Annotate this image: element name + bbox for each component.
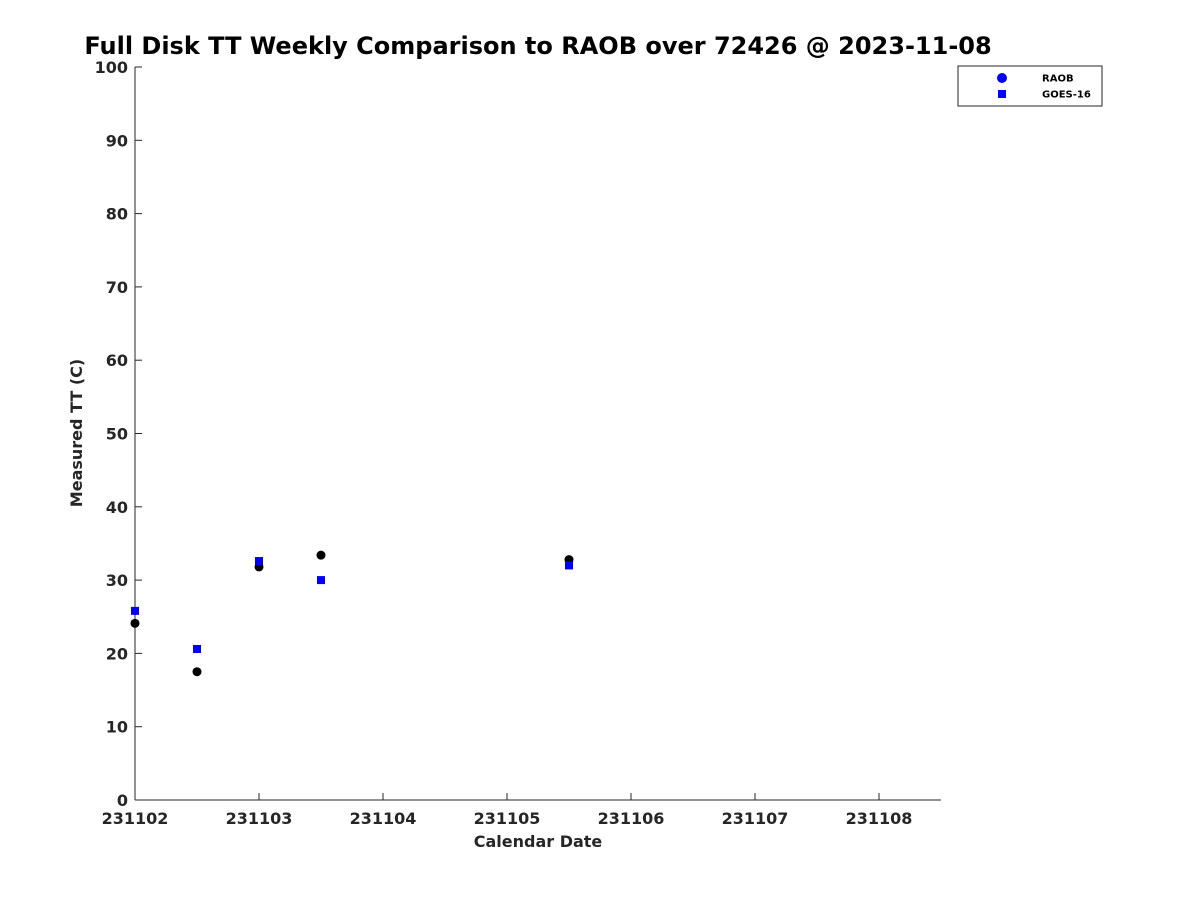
x-tick-label: 231104 — [350, 809, 417, 828]
y-tick-label: 90 — [106, 131, 128, 150]
y-tick-label: 50 — [106, 425, 128, 444]
y-tick-label: 100 — [95, 58, 128, 77]
y-tick-label: 20 — [106, 644, 128, 663]
x-axis-label: Calendar Date — [474, 832, 603, 851]
y-tick-label: 40 — [106, 498, 128, 517]
y-tick-label: 70 — [106, 278, 128, 297]
y-axis-label: Measured TT (C) — [67, 359, 86, 507]
y-tick-label: 0 — [117, 791, 128, 810]
goes16-point — [565, 561, 573, 570]
data-marks — [130, 550, 574, 677]
x-tick-label: 231103 — [226, 809, 293, 828]
raob-point — [130, 618, 140, 628]
y-tick-label: 30 — [106, 571, 128, 590]
x-tick-label: 231105 — [474, 809, 541, 828]
x-tick-label: 231108 — [846, 809, 913, 828]
y-tick-label: 10 — [106, 718, 128, 737]
x-tick-label: 231106 — [598, 809, 665, 828]
y-tick-label: 60 — [106, 351, 128, 370]
x-tick-label: 231102 — [102, 809, 169, 828]
goes16-point — [131, 606, 139, 615]
raob-point — [316, 550, 326, 560]
legend-goes16-marker — [998, 90, 1006, 98]
goes16-point — [317, 576, 325, 585]
x-ticks: 231102 231103 231104 231105 231106 231107 2311… — [102, 793, 913, 828]
legend-box — [957, 65, 1103, 107]
legend-goes16-label: GOES-16 — [1042, 90, 1091, 101]
axes — [134, 67, 941, 801]
legend-raob-marker — [997, 73, 1007, 83]
raob-point — [192, 667, 202, 677]
x-tick-label: 231107 — [722, 809, 789, 828]
goes16-point — [193, 645, 201, 654]
y-tick-label: 80 — [106, 205, 128, 224]
legend-raob-label: RAOB — [1042, 74, 1074, 85]
y-ticks: 0 10 20 30 40 50 60 70 80 90 100 — [95, 58, 142, 810]
goes16-point — [255, 557, 263, 566]
chart-title: Full Disk TT Weekly Comparison to RAOB o… — [84, 32, 991, 60]
legend: RAOB GOES-16 — [957, 65, 1103, 107]
